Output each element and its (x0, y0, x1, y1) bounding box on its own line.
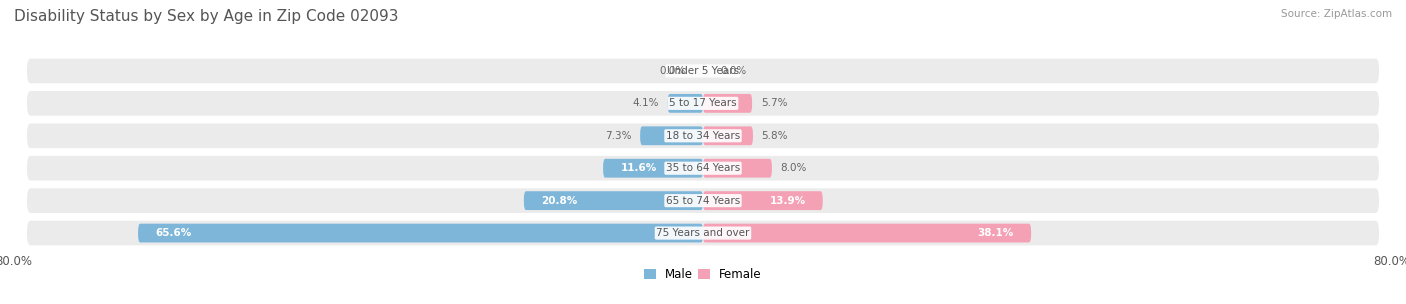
Text: 11.6%: 11.6% (620, 163, 657, 173)
FancyBboxPatch shape (27, 156, 1379, 181)
FancyBboxPatch shape (27, 59, 1379, 83)
Text: 20.8%: 20.8% (541, 196, 578, 206)
FancyBboxPatch shape (27, 188, 1379, 213)
Text: 4.1%: 4.1% (633, 98, 659, 108)
Text: Disability Status by Sex by Age in Zip Code 02093: Disability Status by Sex by Age in Zip C… (14, 9, 398, 24)
Text: 75 Years and over: 75 Years and over (657, 228, 749, 238)
Text: 18 to 34 Years: 18 to 34 Years (666, 131, 740, 141)
FancyBboxPatch shape (27, 91, 1379, 116)
FancyBboxPatch shape (703, 191, 823, 210)
Text: 13.9%: 13.9% (769, 196, 806, 206)
FancyBboxPatch shape (703, 126, 754, 145)
Text: Under 5 Years: Under 5 Years (666, 66, 740, 76)
FancyBboxPatch shape (668, 94, 703, 113)
Text: 0.0%: 0.0% (659, 66, 686, 76)
FancyBboxPatch shape (703, 224, 1031, 243)
FancyBboxPatch shape (603, 159, 703, 178)
FancyBboxPatch shape (524, 191, 703, 210)
Text: 5.8%: 5.8% (762, 131, 787, 141)
FancyBboxPatch shape (27, 221, 1379, 245)
Text: 0.0%: 0.0% (720, 66, 747, 76)
Text: 65 to 74 Years: 65 to 74 Years (666, 196, 740, 206)
FancyBboxPatch shape (703, 159, 772, 178)
Text: 7.3%: 7.3% (605, 131, 631, 141)
FancyBboxPatch shape (640, 126, 703, 145)
Text: 65.6%: 65.6% (155, 228, 191, 238)
FancyBboxPatch shape (27, 123, 1379, 148)
Text: 8.0%: 8.0% (780, 163, 807, 173)
Text: 5 to 17 Years: 5 to 17 Years (669, 98, 737, 108)
FancyBboxPatch shape (703, 94, 752, 113)
Text: Source: ZipAtlas.com: Source: ZipAtlas.com (1281, 9, 1392, 19)
Text: 38.1%: 38.1% (977, 228, 1014, 238)
FancyBboxPatch shape (138, 224, 703, 243)
Legend: Male, Female: Male, Female (640, 264, 766, 286)
Text: 5.7%: 5.7% (761, 98, 787, 108)
Text: 35 to 64 Years: 35 to 64 Years (666, 163, 740, 173)
